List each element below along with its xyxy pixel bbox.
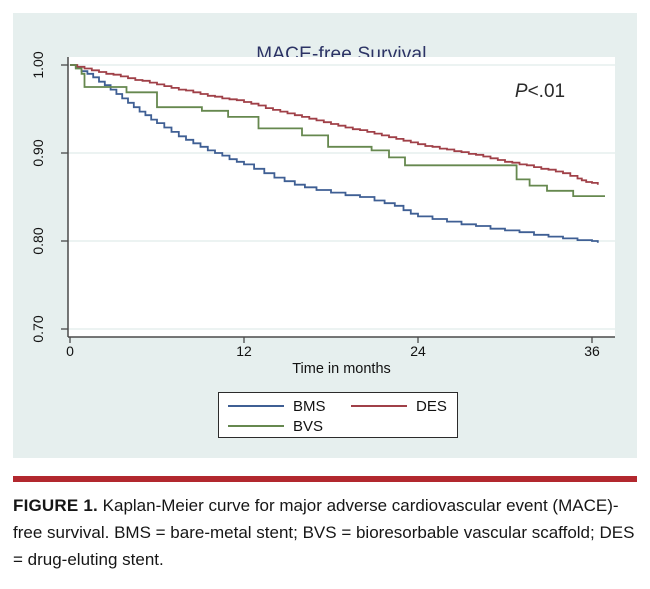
y-tick-label-0.70: 0.70: [30, 315, 46, 343]
x-tick-label-12: 12: [236, 343, 252, 359]
p-value-symbol: P: [514, 81, 528, 102]
x-tick-label-24: 24: [410, 343, 426, 359]
figure-caption: FIGURE 1. Kaplan-Meier curve for major a…: [13, 492, 637, 573]
legend-line-bvs: [228, 425, 284, 427]
x-tick-label-0: 0: [66, 343, 74, 359]
x-axis-title: Time in months: [292, 361, 391, 377]
x-tick-label-36: 36: [584, 343, 600, 359]
legend-line-des: [351, 405, 407, 407]
legend-label-des: DES: [416, 398, 447, 415]
figure-caption-label: FIGURE 1.: [13, 496, 98, 515]
legend-label-bms: BMS: [293, 398, 326, 415]
legend-label-bvs: BVS: [293, 418, 324, 435]
legend: BMS DES BVS: [218, 392, 458, 438]
p-value-annotation: P<.01: [495, 81, 585, 103]
y-tick-label-0.80: 0.80: [30, 227, 46, 255]
figure-caption-text: Kaplan-Meier curve for major adverse car…: [13, 496, 635, 569]
red-divider-bar: [13, 476, 637, 482]
legend-line-bms: [228, 405, 284, 407]
p-value-text: <.01: [527, 81, 566, 102]
y-tick-label-1.00: 1.00: [30, 51, 46, 79]
y-tick-label-0.90: 0.90: [30, 139, 46, 167]
